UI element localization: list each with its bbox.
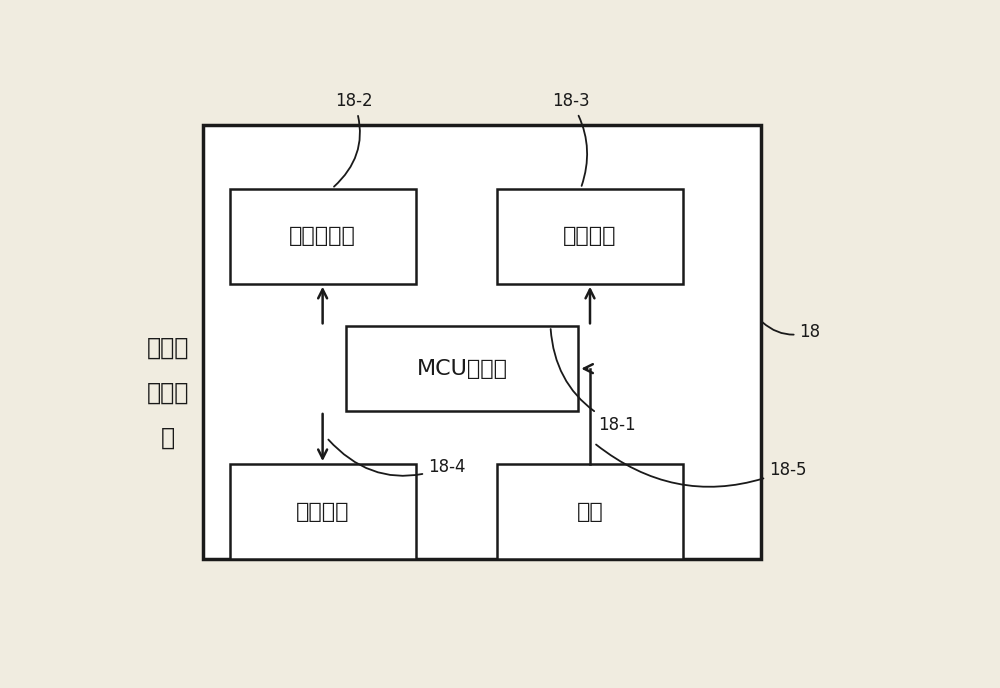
Text: 控制单元: 控制单元 (563, 226, 617, 246)
Text: 仪: 仪 (161, 425, 175, 449)
Bar (497, 189, 683, 284)
Text: 脉冲针: 脉冲针 (146, 336, 189, 359)
Text: 18-2: 18-2 (334, 92, 372, 186)
Bar (230, 464, 416, 559)
Text: 18-5: 18-5 (596, 444, 806, 487)
Text: 18-4: 18-4 (328, 440, 465, 476)
Text: MCU处理器: MCU处理器 (417, 358, 508, 378)
Text: 灸治疗: 灸治疗 (146, 380, 189, 405)
Bar (497, 464, 683, 559)
Text: 脉冲发生器: 脉冲发生器 (289, 226, 356, 246)
Text: 电源: 电源 (577, 502, 603, 522)
Text: 显示单元: 显示单元 (296, 502, 349, 522)
Bar (230, 189, 416, 284)
Bar (346, 326, 578, 411)
Text: 18-1: 18-1 (551, 329, 636, 433)
Text: 18-3: 18-3 (552, 92, 589, 186)
Text: 18: 18 (763, 322, 820, 341)
Bar (202, 125, 761, 559)
